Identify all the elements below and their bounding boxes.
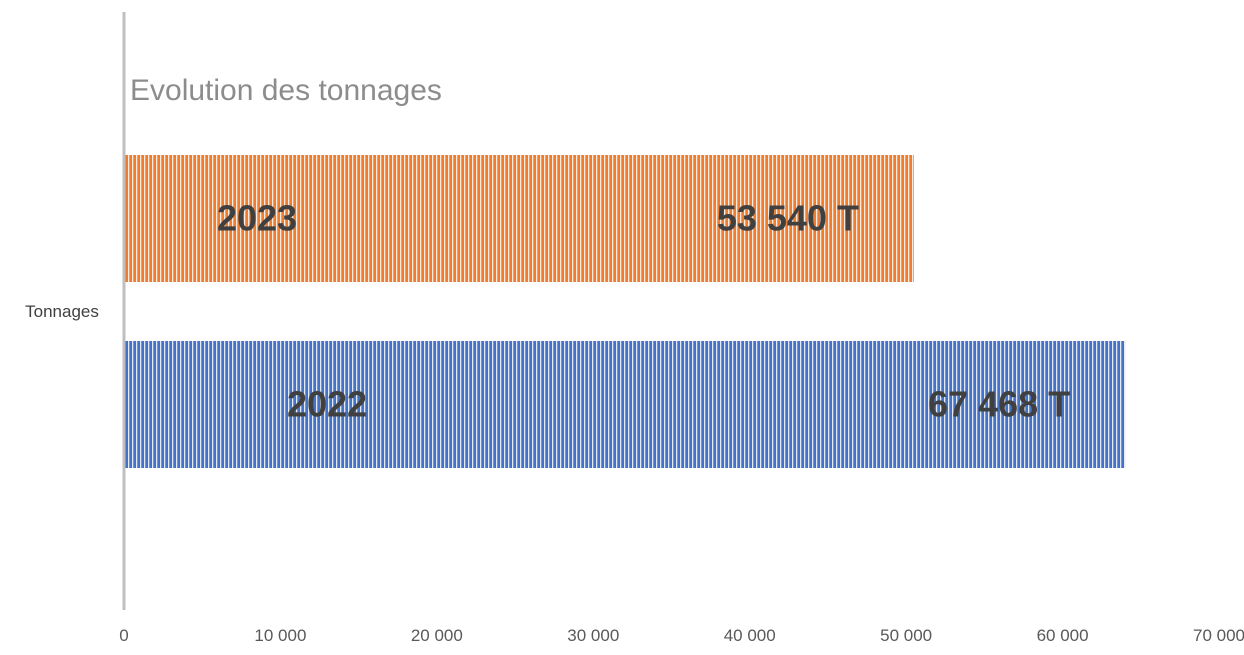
x-tick-label: 70 000: [1193, 626, 1244, 645]
x-tick-label: 20 000: [411, 626, 463, 645]
bars-layer: [124, 155, 1126, 468]
data-label-2023: 53 540 T: [717, 198, 859, 239]
bar-2022: [124, 341, 1126, 468]
x-tick-label: 30 000: [567, 626, 619, 645]
x-tick-label: 40 000: [724, 626, 776, 645]
bar-2023: [124, 155, 914, 282]
x-tick-label: 10 000: [254, 626, 306, 645]
x-tick-label: 60 000: [1037, 626, 1089, 645]
x-tick-label: 0: [119, 626, 128, 645]
category-label: Tonnages: [25, 302, 99, 321]
series-name-label-2023: 2023: [217, 198, 297, 239]
series-name-label-2022: 2022: [287, 384, 367, 425]
chart-title: Evolution des tonnages: [130, 74, 442, 107]
data-label-2022: 67 468 T: [928, 384, 1070, 425]
x-axis-ticks: 0 10 000 20 000 30 000 40 000 50 000 60 000 70 …: [119, 626, 1244, 645]
data-labels-layer: 2023 53 540 T 2022 67 468 T: [217, 198, 1070, 425]
x-tick-label: 50 000: [880, 626, 932, 645]
